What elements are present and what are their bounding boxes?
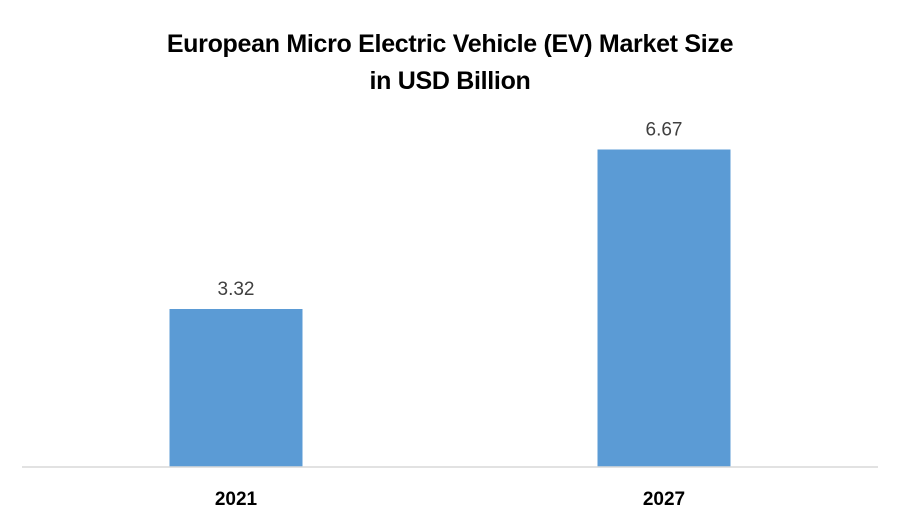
bar-2027 [597, 149, 731, 467]
bars-group [169, 149, 731, 467]
bar-2021 [169, 309, 303, 467]
data-label-2027: 6.67 [646, 120, 683, 141]
chart-title: European Micro Electric Vehicle (EV) Mar… [166, 30, 734, 58]
x-tick-labels-group: 2021 2027 [215, 489, 685, 510]
chart-title-block: European Micro Electric Vehicle (EV) Mar… [0, 26, 900, 100]
x-tick-label-2021: 2021 [215, 489, 258, 510]
data-labels-group: 3.32 6.67 [218, 120, 683, 301]
chart-subtitle: in USD Billion [369, 67, 531, 95]
x-tick-label-2027: 2027 [643, 489, 685, 510]
data-label-2021: 3.32 [218, 279, 255, 300]
